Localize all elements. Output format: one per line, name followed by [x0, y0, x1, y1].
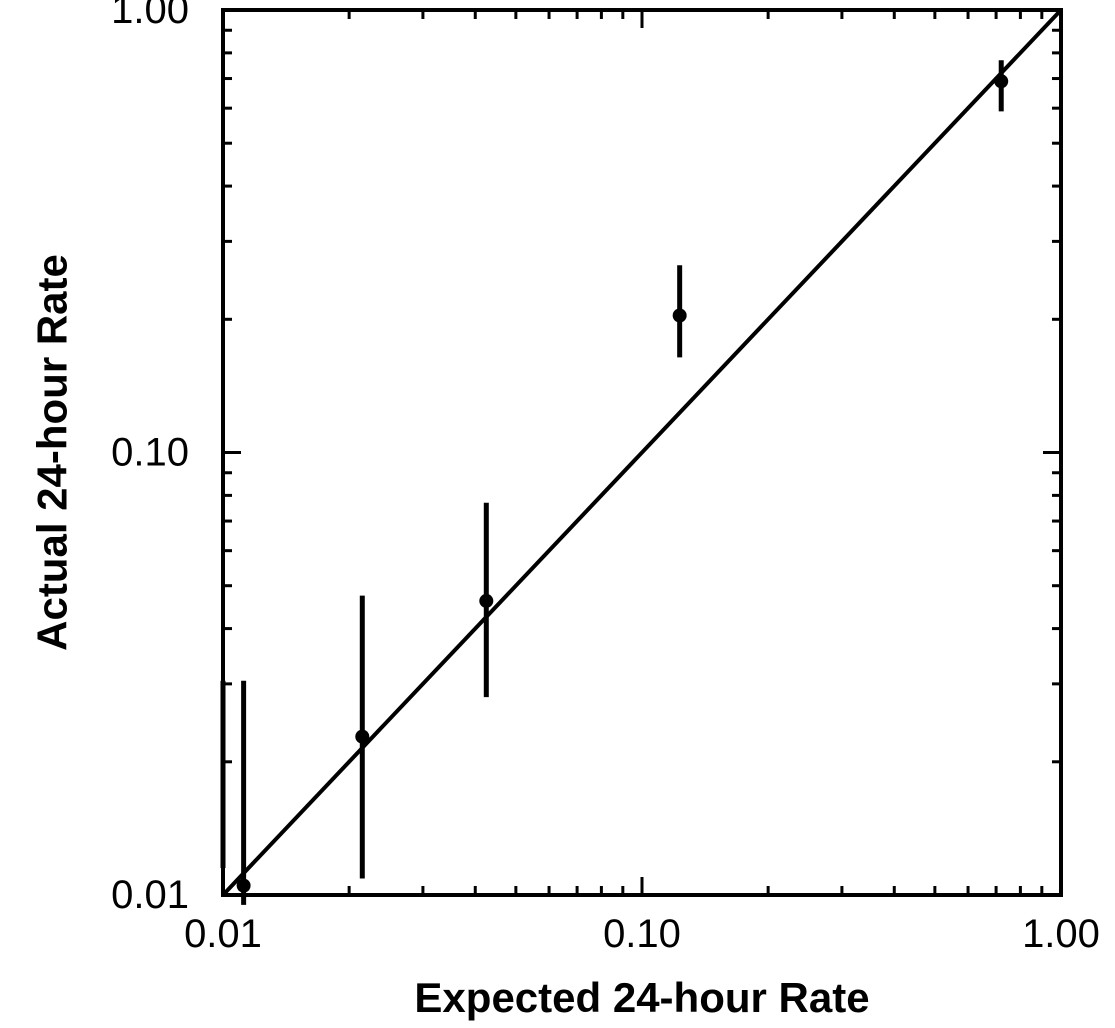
y-tick-label: 1.00	[111, 0, 189, 32]
data-point	[672, 308, 687, 323]
x-axis-title: Expected 24-hour Rate	[414, 974, 869, 1021]
y-tick-labels: 0.01 0.10 1.00	[111, 0, 189, 917]
y-tick-label: 0.10	[111, 431, 189, 475]
x-tick-label: 0.10	[603, 912, 681, 956]
y-tick-label: 0.01	[111, 873, 189, 917]
x-tick-label: 0.01	[184, 912, 262, 956]
data-point	[355, 729, 370, 744]
point-layer	[236, 74, 1009, 893]
y-axis-title: Actual 24-hour Rate	[29, 254, 76, 651]
data-point	[236, 878, 251, 893]
plot-frame	[221, 8, 1063, 897]
x-tick-label: 1.00	[1022, 912, 1100, 956]
x-tick-labels: 0.01 0.10 1.00	[184, 912, 1100, 956]
identity-line	[221, 8, 1063, 897]
reference-line-layer	[221, 8, 1063, 897]
data-point	[479, 593, 494, 608]
data-point	[994, 74, 1009, 89]
